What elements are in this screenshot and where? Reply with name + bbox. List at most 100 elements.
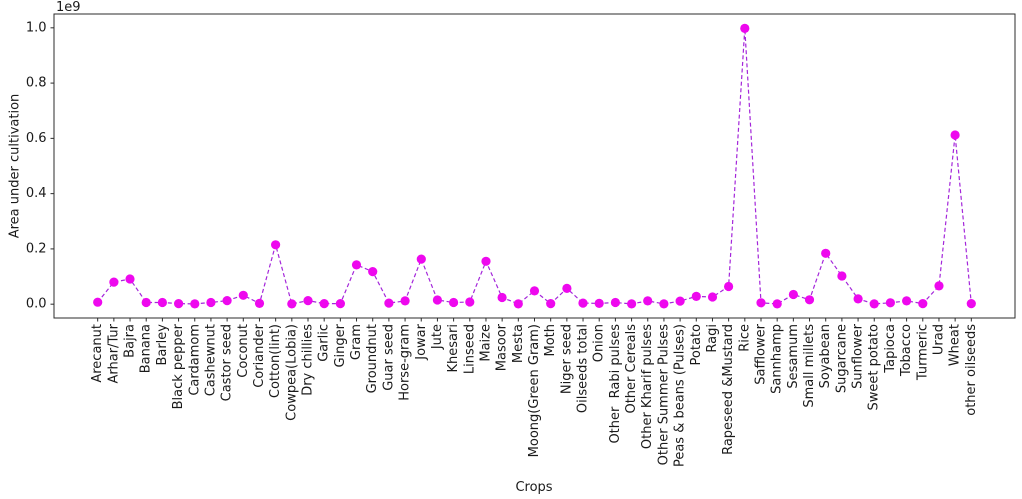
data-point: [610, 297, 621, 308]
y-tick-label: 0.6: [26, 131, 47, 146]
y-tick-label: 0.0: [26, 297, 47, 312]
x-tick-label: Potato: [689, 324, 704, 365]
data-point: [319, 299, 329, 309]
data-point: [254, 298, 265, 308]
y-axis-offset-text: 1e9: [56, 0, 81, 15]
data-point: [594, 298, 604, 308]
data-point: [578, 298, 588, 308]
data-point: [659, 299, 669, 309]
data-point: [756, 298, 766, 308]
y-axis-label: Area under cultivation: [7, 93, 23, 239]
x-tick-label: Other Kharif pulses: [640, 324, 655, 449]
data-point: [335, 299, 345, 309]
x-tick-label: Coconut: [236, 324, 251, 378]
plot-border: [53, 13, 1016, 319]
data-point: [400, 296, 410, 306]
data-point: [853, 294, 863, 304]
data-point: [529, 286, 540, 296]
data-point: [238, 290, 248, 300]
x-tick-label: Maize: [478, 324, 493, 362]
data-point: [109, 277, 119, 287]
x-tick-label: Masoor: [495, 323, 510, 371]
x-tick-label: Cashewnut: [203, 324, 218, 396]
data-point: [707, 292, 718, 302]
y-tick-label: 0.4: [26, 186, 47, 201]
y-tick-label: 1.0: [26, 20, 47, 35]
data-point: [772, 299, 782, 309]
data-point: [934, 281, 944, 291]
data-line: [97, 28, 972, 305]
x-tick-label: Sugarcane: [834, 324, 849, 393]
x-tick-label: Tapioca: [883, 324, 898, 374]
data-point: [206, 297, 216, 308]
data-point: [513, 299, 523, 309]
data-point: [432, 295, 442, 305]
x-tick-label: Garlic: [317, 324, 332, 362]
data-point: [481, 256, 491, 266]
x-tick-label: Gram: [349, 324, 364, 360]
x-tick-label: Arecanut: [90, 324, 105, 383]
y-tick-label: 0.2: [26, 241, 47, 256]
data-point: [303, 296, 313, 306]
data-point: [869, 299, 879, 309]
x-tick-label: Groundnut: [365, 324, 380, 393]
x-tick-label: Cardamom: [187, 324, 202, 396]
data-point: [675, 296, 685, 306]
x-tick-label: Arhar/Tur: [106, 323, 121, 383]
y-tick-label: 0.8: [26, 76, 47, 91]
data-point: [222, 296, 232, 306]
x-tick-label: Moong(Green Gram): [527, 324, 542, 457]
data-point: [627, 299, 637, 309]
data-point: [643, 296, 653, 306]
x-tick-label: Moth: [543, 324, 558, 357]
x-tick-label: Dry chillies: [301, 324, 316, 396]
x-tick-label: Cotton(lint): [268, 324, 283, 398]
data-point: [918, 299, 928, 309]
data-point: [271, 240, 281, 250]
x-tick-label: Rice: [737, 324, 752, 352]
data-point: [157, 297, 167, 308]
x-tick-label: Coriander: [252, 323, 267, 387]
x-axis-label: Crops: [515, 480, 553, 495]
data-point: [546, 299, 556, 309]
x-tick-label: Linseed: [462, 324, 477, 374]
data-point: [821, 248, 831, 258]
x-tick-label: Rapeseed &Mustard: [721, 324, 736, 455]
x-tick-label: Khesari: [446, 324, 461, 372]
data-point: [966, 299, 976, 309]
x-tick-label: Ginger: [333, 323, 348, 367]
data-point: [174, 299, 184, 309]
data-point: [190, 299, 200, 309]
x-tick-label: Mesta: [511, 324, 526, 363]
data-point: [449, 297, 459, 308]
data-point: [93, 297, 103, 307]
data-point: [141, 297, 151, 308]
data-point: [804, 295, 815, 305]
x-tick-label: Tobacco: [899, 324, 914, 377]
x-tick-label: Other Rabi pulses: [608, 324, 623, 444]
x-tick-label: Peas & beans (Pulses): [673, 324, 688, 467]
x-tick-label: Guar seed: [381, 324, 396, 391]
x-tick-label: Ragi: [705, 324, 720, 353]
data-point: [384, 298, 394, 308]
x-tick-label: Jute: [430, 324, 445, 350]
x-tick-label: Wheat: [948, 324, 963, 366]
data-point: [351, 260, 362, 270]
x-tick-label: Turmeric: [915, 324, 930, 381]
data-point: [562, 283, 572, 293]
x-tick-label: Sweet potato: [867, 324, 882, 410]
x-tick-label: Banana: [139, 324, 154, 373]
x-tick-label: Black pepper: [171, 323, 186, 409]
data-point: [902, 296, 912, 306]
x-tick-label: Sesamum: [786, 324, 801, 389]
x-tick-label: other oilseeds: [964, 324, 979, 416]
data-point: [885, 298, 896, 308]
x-tick-label: Other Cereals: [624, 324, 639, 414]
data-point: [287, 299, 297, 309]
x-tick-label: Urad: [931, 324, 946, 355]
data-point: [740, 23, 750, 33]
x-tick-label: Safflower: [753, 323, 768, 384]
data-point: [788, 289, 799, 300]
x-tick-label: Soyabean: [818, 324, 833, 388]
